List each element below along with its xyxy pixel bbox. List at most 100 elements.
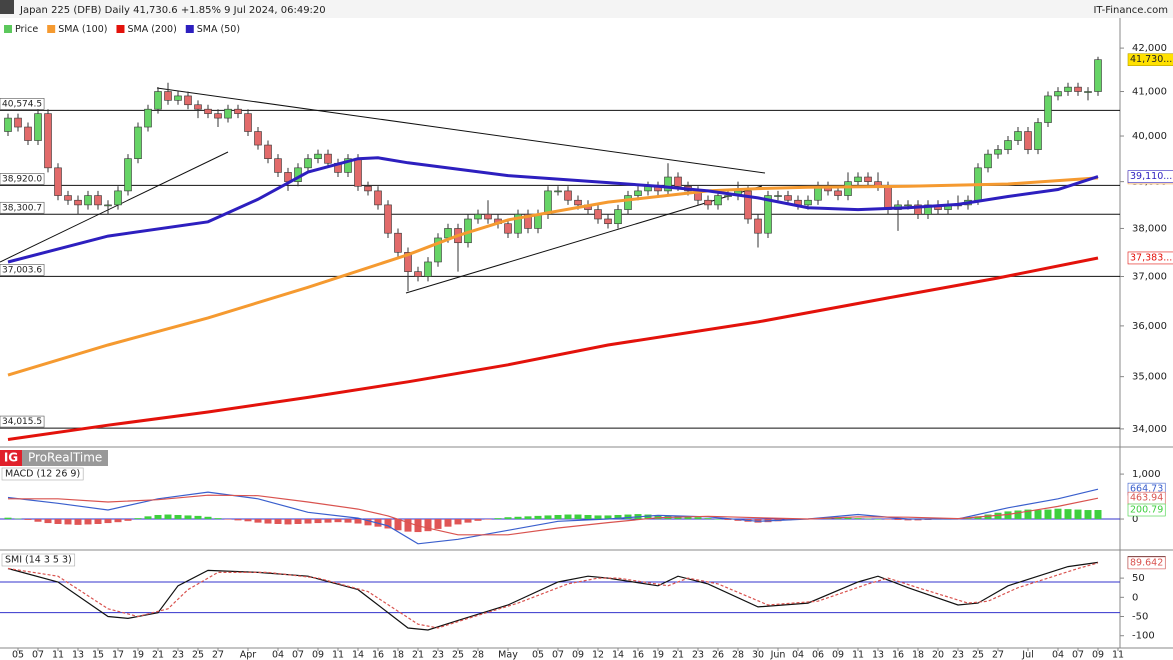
histogram-bar <box>894 519 902 520</box>
candle-body <box>554 190 562 193</box>
last-value-box <box>1127 170 1173 183</box>
candle-body <box>224 108 232 119</box>
histogram-bar <box>224 519 232 520</box>
histogram-bar <box>344 519 352 523</box>
candle-body <box>384 204 392 234</box>
x-tick-label: 16 <box>632 650 644 660</box>
x-tick-label: 16 <box>892 650 904 660</box>
candle-body <box>844 181 852 196</box>
histogram-bar <box>584 514 592 520</box>
histogram-bar <box>194 515 202 520</box>
x-tick-label: 15 <box>92 650 104 660</box>
histogram-bar <box>74 519 82 525</box>
candle-body <box>474 213 482 220</box>
histogram-bar <box>614 514 622 520</box>
x-tick-label: 04 <box>792 650 804 660</box>
histogram-bar <box>544 515 552 520</box>
candle-body <box>664 176 672 192</box>
histogram-bar <box>964 518 972 520</box>
y-tick-label: 0 <box>1132 592 1138 603</box>
histogram-bar <box>294 519 302 524</box>
x-tick-label: 11 <box>52 650 64 660</box>
candle-body <box>184 95 192 106</box>
candle-body <box>704 199 712 206</box>
source: IT-Finance.com <box>1093 5 1168 16</box>
histogram-bar <box>34 519 42 522</box>
trendlines <box>0 87 766 294</box>
y-tick-label: 50 <box>1132 573 1145 584</box>
candle-body <box>214 113 222 119</box>
candle-body <box>254 131 262 146</box>
candle-body <box>484 213 492 220</box>
candle-body <box>544 190 552 215</box>
y-tick-label: 1,000 <box>1132 469 1161 480</box>
histogram-bar <box>394 519 402 531</box>
candle-body <box>394 232 402 253</box>
y-tick-label: -100 <box>1132 631 1155 642</box>
candle-body <box>1074 86 1082 92</box>
panel <box>0 56 1120 441</box>
candle-body <box>774 195 782 197</box>
x-tick-label: 12 <box>592 650 604 660</box>
histogram-bar <box>424 519 432 532</box>
histogram-bar <box>384 519 392 529</box>
histogram-bar <box>134 518 142 520</box>
chart-title: Japan 225 (DFB) Daily 41,730.6 +1.85% 9 … <box>19 5 326 16</box>
histogram-bar <box>1044 509 1052 520</box>
candle-body <box>124 158 132 192</box>
x-tick-label: Jul <box>1021 650 1033 660</box>
candle-body <box>264 144 272 159</box>
candle-body <box>104 204 112 207</box>
y-tick-label: 37,000 <box>1132 272 1167 283</box>
candle-body <box>594 209 602 220</box>
histogram-bar <box>574 514 582 520</box>
legend-label: Price <box>15 24 38 35</box>
x-tick-label: 11 <box>852 650 864 660</box>
histogram-bar <box>254 519 262 523</box>
candle-body <box>1064 86 1072 92</box>
candle-body <box>514 213 522 234</box>
x-tick-label: 20 <box>932 650 944 660</box>
x-tick-label: 07 <box>32 650 44 660</box>
histogram-bar <box>164 514 172 520</box>
histogram-bar <box>554 514 562 520</box>
candle-body <box>634 190 642 196</box>
histogram-bar <box>514 516 522 520</box>
candle-body <box>54 167 62 196</box>
trendline <box>0 151 229 263</box>
candle-body <box>4 117 12 132</box>
candle-body <box>614 209 622 225</box>
x-tick-label: 07 <box>292 650 304 660</box>
x-tick-label: 27 <box>992 650 1004 660</box>
histogram-bar <box>564 514 572 520</box>
legend-label: SMA (100) <box>58 24 107 35</box>
candle-body <box>194 104 202 110</box>
histogram-bar <box>604 515 612 520</box>
candle-body <box>274 158 282 173</box>
candle-body <box>1004 140 1012 150</box>
histogram-bar <box>494 518 502 520</box>
candle-body <box>374 190 382 206</box>
histogram-bar <box>54 519 62 524</box>
x-tick-label: 21 <box>412 650 424 660</box>
candle-body <box>314 153 322 159</box>
histogram-bar <box>904 519 912 521</box>
candle-body <box>304 158 312 169</box>
logo <box>0 0 14 14</box>
level-label: 34,015.5 <box>2 417 42 427</box>
x-tick-label: 09 <box>312 650 324 660</box>
candle-body <box>994 149 1002 155</box>
last-value-box <box>1127 53 1173 66</box>
x-tick-label: 14 <box>612 650 624 660</box>
candle-body <box>64 195 72 201</box>
x-tick-label: 25 <box>192 650 204 660</box>
histogram-bar <box>214 518 222 520</box>
candle-body <box>414 271 422 277</box>
candle-body <box>204 108 212 114</box>
candle-body <box>834 190 842 196</box>
x-tick-label: 23 <box>432 650 444 660</box>
panel <box>0 488 1120 545</box>
histogram-bar <box>114 519 122 523</box>
histogram-bar <box>364 519 372 526</box>
